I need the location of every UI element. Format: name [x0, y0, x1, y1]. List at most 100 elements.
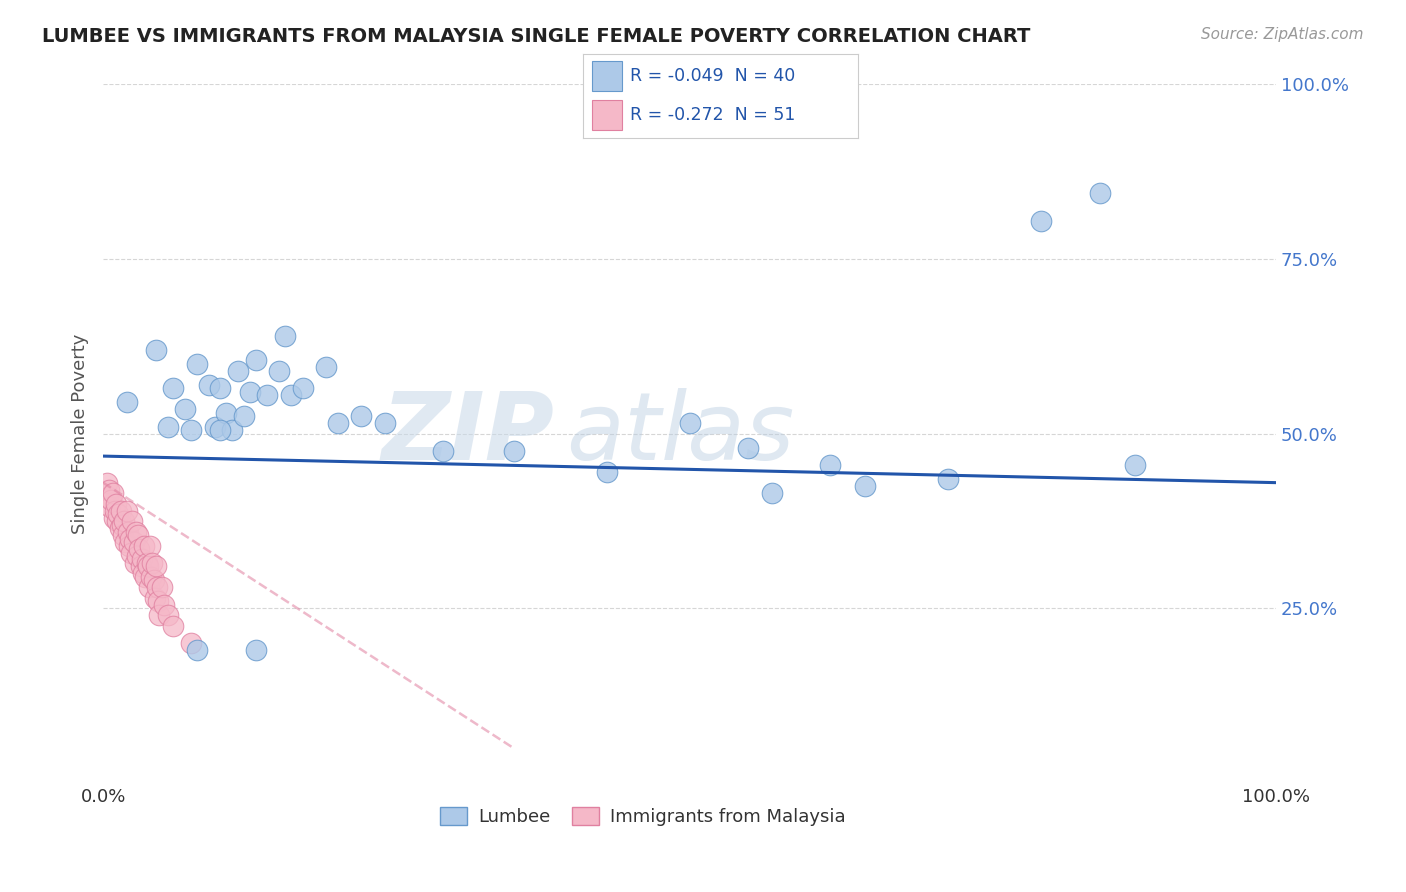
Point — [502, 444, 524, 458]
Point — [138, 581, 160, 595]
Point — [374, 417, 396, 431]
Text: Source: ZipAtlas.com: Source: ZipAtlas.com — [1201, 27, 1364, 42]
Point — [936, 472, 959, 486]
Point — [245, 353, 267, 368]
Point — [153, 598, 176, 612]
Point — [98, 500, 121, 514]
Point — [350, 409, 373, 424]
Point — [115, 503, 138, 517]
Point — [108, 521, 131, 535]
Point — [105, 514, 128, 528]
Point — [150, 581, 173, 595]
Point — [180, 423, 202, 437]
Point — [162, 381, 184, 395]
Point — [315, 360, 337, 375]
Point — [122, 535, 145, 549]
Point — [737, 441, 759, 455]
Point — [114, 535, 136, 549]
Point — [111, 517, 134, 532]
Point — [291, 381, 314, 395]
Text: R = -0.272  N = 51: R = -0.272 N = 51 — [630, 105, 796, 123]
Point — [110, 503, 132, 517]
Point — [142, 574, 165, 588]
Point — [239, 384, 262, 399]
Point — [103, 510, 125, 524]
Point — [112, 528, 135, 542]
Point — [96, 475, 118, 490]
Point — [1088, 186, 1111, 200]
Point — [145, 559, 167, 574]
Text: atlas: atlas — [567, 388, 794, 479]
Point — [245, 643, 267, 657]
Point — [105, 497, 128, 511]
Point — [156, 608, 179, 623]
Point — [761, 486, 783, 500]
Point — [98, 483, 121, 497]
Point — [134, 570, 156, 584]
Point — [135, 556, 157, 570]
Text: LUMBEE VS IMMIGRANTS FROM MALAYSIA SINGLE FEMALE POVERTY CORRELATION CHART: LUMBEE VS IMMIGRANTS FROM MALAYSIA SINGL… — [42, 27, 1031, 45]
Point — [820, 458, 842, 473]
Point — [156, 419, 179, 434]
Point — [134, 539, 156, 553]
Point — [226, 364, 249, 378]
Point — [120, 532, 142, 546]
Point — [148, 594, 170, 608]
Point — [180, 636, 202, 650]
Y-axis label: Single Female Poverty: Single Female Poverty — [72, 334, 89, 534]
Point — [209, 381, 232, 395]
Point — [221, 423, 243, 437]
Point — [678, 417, 700, 431]
Point — [136, 559, 159, 574]
Point — [121, 514, 143, 528]
Text: ZIP: ZIP — [382, 388, 555, 480]
Point — [118, 539, 141, 553]
Point — [855, 479, 877, 493]
Point — [326, 417, 349, 431]
Point — [232, 409, 254, 424]
Point — [115, 395, 138, 409]
Point — [204, 419, 226, 434]
Point — [125, 524, 148, 539]
Point — [97, 490, 120, 504]
Point — [128, 541, 150, 556]
Point — [129, 559, 152, 574]
Point — [145, 343, 167, 357]
Point — [117, 524, 139, 539]
Point — [280, 388, 302, 402]
Bar — [592, 100, 621, 130]
Point — [127, 549, 149, 563]
Text: R = -0.049  N = 40: R = -0.049 N = 40 — [630, 67, 796, 85]
Point — [186, 643, 208, 657]
Point — [131, 552, 153, 566]
Point — [596, 465, 619, 479]
Point — [104, 503, 127, 517]
Point — [174, 402, 197, 417]
Point — [209, 423, 232, 437]
Point — [143, 591, 166, 605]
Point — [120, 545, 142, 559]
Legend: Lumbee, Immigrants from Malaysia: Lumbee, Immigrants from Malaysia — [433, 799, 852, 833]
Point — [1031, 213, 1053, 227]
Point — [162, 619, 184, 633]
Point — [124, 556, 146, 570]
Point — [146, 581, 169, 595]
Point — [274, 329, 297, 343]
Point — [139, 539, 162, 553]
Point — [141, 556, 163, 570]
Point — [215, 406, 238, 420]
Point — [148, 608, 170, 623]
Point — [1123, 458, 1146, 473]
Point — [267, 364, 290, 378]
Bar — [592, 62, 621, 91]
Point — [132, 566, 155, 581]
Point — [432, 444, 454, 458]
Point — [100, 493, 122, 508]
Point — [112, 514, 135, 528]
Point — [141, 570, 163, 584]
Point — [101, 486, 124, 500]
Point — [256, 388, 278, 402]
Point — [186, 357, 208, 371]
Point — [107, 507, 129, 521]
Point — [197, 377, 219, 392]
